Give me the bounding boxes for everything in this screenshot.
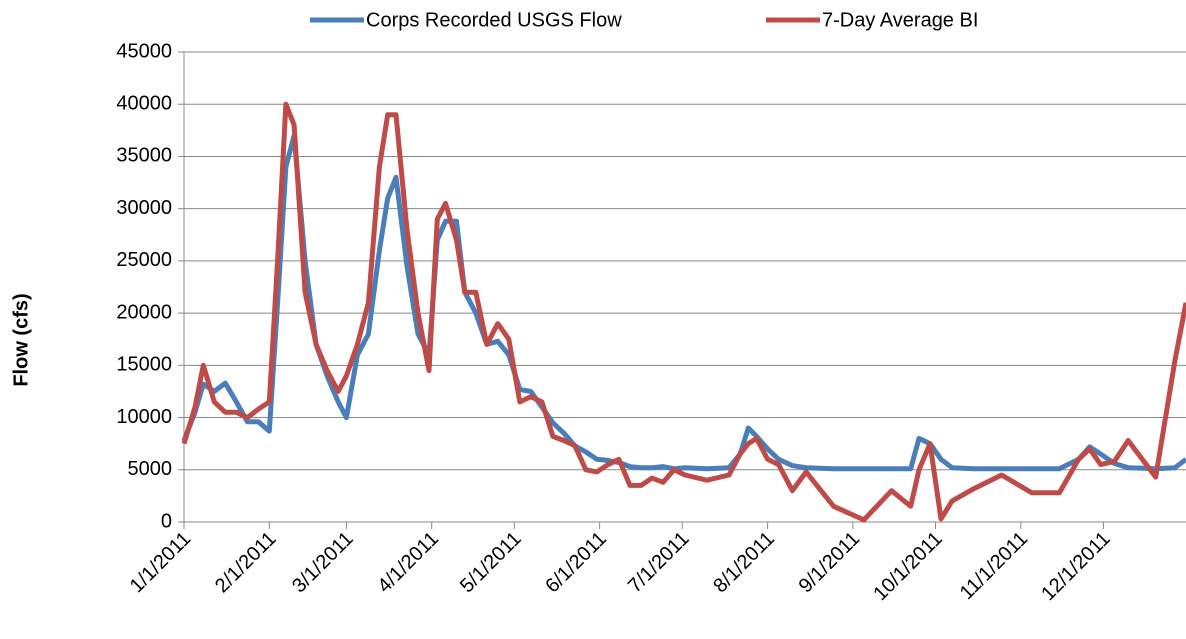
y-tick-label: 0: [161, 510, 172, 532]
legend-label: 7-Day Average BI: [822, 9, 978, 31]
x-tick-label: 9/1/2011: [795, 528, 865, 598]
y-tick-label: 20000: [116, 301, 172, 323]
x-tick-label: 1/1/2011: [126, 528, 196, 598]
x-tick-label: 2/1/2011: [211, 528, 281, 598]
x-tick-label: 4/1/2011: [373, 528, 443, 598]
y-tick-label: 45000: [116, 40, 172, 62]
y-tick-label: 25000: [116, 249, 172, 271]
x-tick-label: 5/1/2011: [456, 528, 526, 598]
x-tick-label: 8/1/2011: [709, 528, 779, 598]
y-tick-label: 5000: [128, 458, 173, 480]
y-tick-label: 40000: [116, 93, 172, 115]
y-tick-label: 10000: [116, 406, 172, 428]
y-tick-label: 30000: [116, 197, 172, 219]
x-tick-label: 11/1/2011: [956, 528, 1032, 604]
y-tick-label: 15000: [116, 354, 172, 376]
x-tick-label: 3/1/2011: [288, 528, 358, 598]
x-tick-label: 10/1/2011: [869, 528, 946, 605]
y-tick-label: 35000: [116, 145, 172, 167]
data-line: [181, 133, 1186, 472]
x-tick-label: 6/1/2011: [541, 528, 611, 598]
data-line: [181, 101, 1186, 523]
x-tick-label: 7/1/2011: [624, 528, 694, 598]
x-tick-label: 12/1/2011: [1037, 528, 1114, 605]
y-axis-label: Flow (cfs): [10, 293, 32, 386]
legend-label: Corps Recorded USGS Flow: [366, 9, 622, 31]
